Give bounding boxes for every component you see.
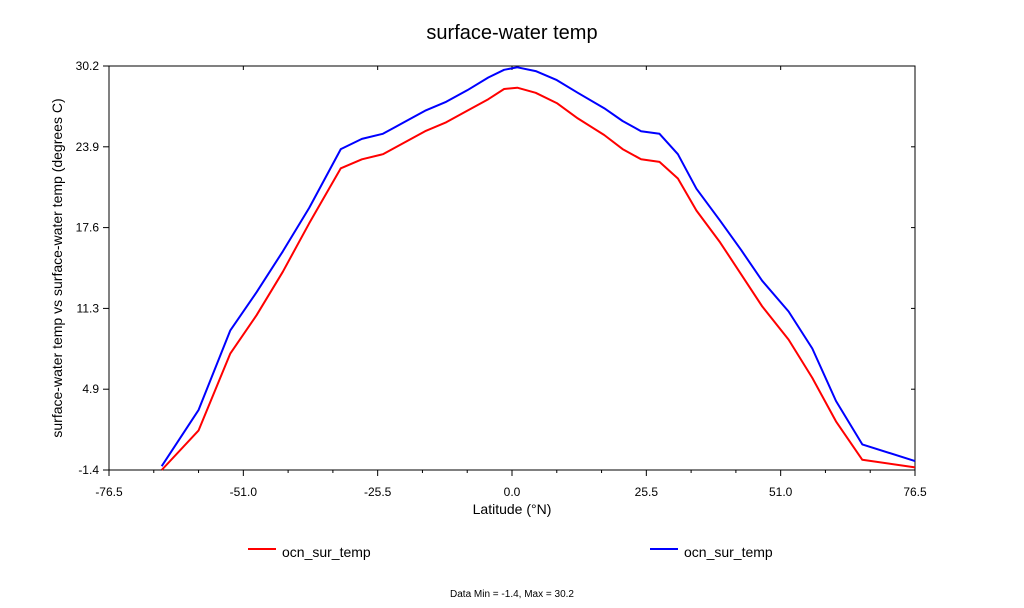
series-line-2 xyxy=(160,66,916,467)
x-tick-label: 76.5 xyxy=(903,485,927,499)
y-tick-label: 4.9 xyxy=(82,382,99,396)
x-tick-label: -51.0 xyxy=(230,485,258,499)
legend-label-1: ocn_sur_temp xyxy=(282,544,371,560)
plot-frame xyxy=(108,65,916,471)
y-axis-label: surface-water temp vs surface-water temp… xyxy=(49,98,65,437)
x-tick-label: 0.0 xyxy=(504,485,521,499)
y-tick-label: -1.4 xyxy=(78,463,99,477)
x-tick-label: 51.0 xyxy=(769,485,793,499)
series-line-1 xyxy=(160,86,916,471)
y-tick-label: 11.3 xyxy=(77,301,100,315)
y-tick-label: 23.9 xyxy=(76,140,100,154)
chart-title: surface-water temp xyxy=(426,22,597,44)
y-tick-label: 17.6 xyxy=(76,221,100,235)
axes-layer: -76.5 -51.0 -25.5 0.0 25.5 51.0 76.5 -1.4 4.9 11.… xyxy=(76,59,927,499)
x-tick-label: 25.5 xyxy=(635,485,659,499)
x-tick-label: -25.5 xyxy=(364,485,392,499)
y-tick-label: 30.2 xyxy=(76,59,100,73)
series-layer xyxy=(160,66,916,471)
x-axis-label: Latitude (°N) xyxy=(473,501,552,517)
legend: ocn_sur_temp ocn_sur_temp xyxy=(248,544,773,560)
data-range-footer: Data Min = -1.4, Max = 30.2 xyxy=(450,589,574,600)
legend-label-2: ocn_sur_temp xyxy=(684,544,773,560)
x-tick-label: -76.5 xyxy=(95,485,123,499)
